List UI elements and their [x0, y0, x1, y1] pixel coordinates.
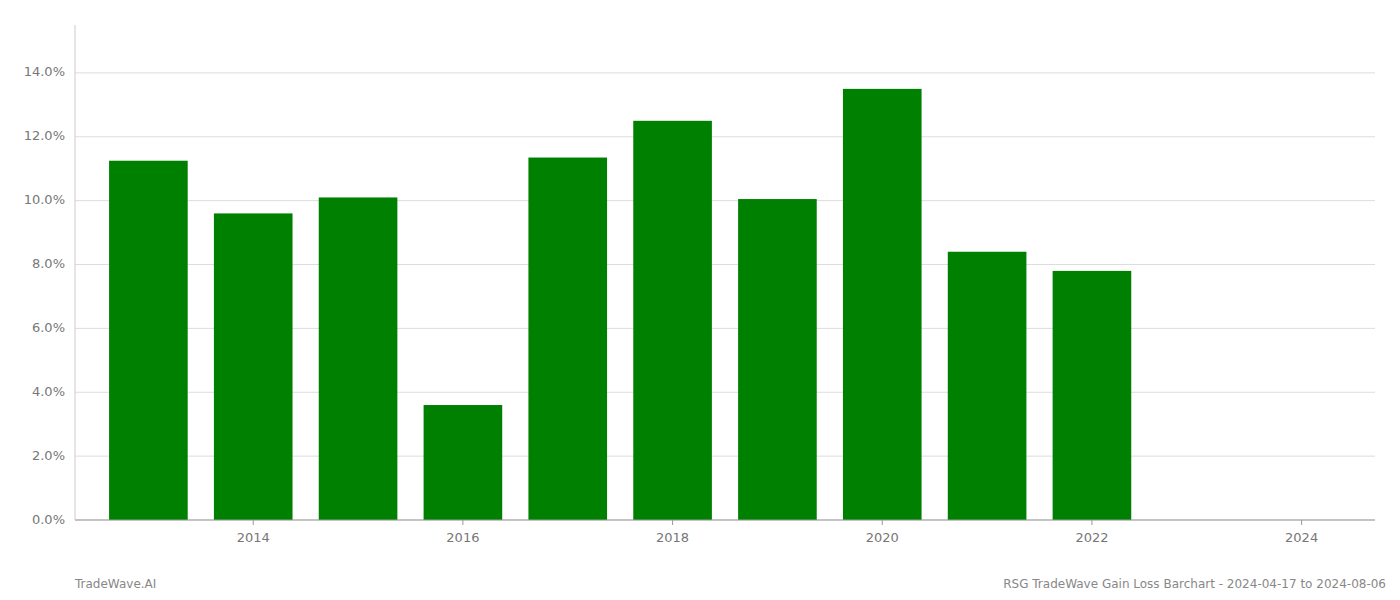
- chart-container: 0.0%2.0%4.0%6.0%8.0%10.0%12.0%14.0%20142…: [0, 0, 1400, 600]
- x-tick: [882, 520, 883, 525]
- y-tick-label: 0.0%: [32, 512, 65, 527]
- y-tick-label: 8.0%: [32, 256, 65, 271]
- bar: [214, 213, 293, 520]
- bar: [528, 158, 607, 520]
- bars: [109, 89, 1131, 520]
- footer: TradeWave.AI RSG TradeWave Gain Loss Barc…: [74, 577, 1386, 591]
- bar: [319, 197, 398, 520]
- bar: [109, 161, 188, 520]
- x-tick: [462, 520, 463, 525]
- axes: [75, 25, 1375, 520]
- y-grid: [75, 73, 1375, 520]
- x-tick-label: 2016: [446, 530, 479, 545]
- y-axis-line: [75, 25, 76, 520]
- bar: [633, 121, 712, 520]
- x-tick: [253, 520, 254, 525]
- x-tick-label: 2020: [866, 530, 899, 545]
- x-tick-label: 2014: [237, 530, 270, 545]
- bar: [948, 252, 1027, 520]
- x-tick-label: 2018: [656, 530, 689, 545]
- grid-line: [75, 520, 1375, 521]
- grid-line: [75, 200, 1375, 201]
- bar: [843, 89, 922, 520]
- x-tick: [672, 520, 673, 525]
- x-tick: [1301, 520, 1302, 525]
- grid-line: [75, 136, 1375, 137]
- y-tick-labels: 0.0% 2.0% 4.0% 6.0% 8.0% 10.0% 12.0% 14.0%: [24, 64, 65, 526]
- y-tick-label: 2.0%: [32, 448, 65, 463]
- x-tick-label: 2024: [1285, 530, 1318, 545]
- x-tick-label: 2022: [1075, 530, 1108, 545]
- bar: [738, 199, 817, 520]
- grid-line: [75, 72, 1375, 73]
- x-axis-line: [75, 520, 1375, 521]
- y-tick-label: 14.0%: [24, 64, 65, 79]
- footer-right: RSG TradeWave Gain Loss Barchart - 2024-…: [1003, 577, 1386, 591]
- bar: [1053, 271, 1132, 520]
- y-tick-label: 10.0%: [24, 192, 65, 207]
- x-ticks: 2014 2016 2018 2020 2022 2024: [237, 520, 1318, 545]
- bar: [424, 405, 503, 520]
- y-tick-label: 6.0%: [32, 320, 65, 335]
- chart-svg: 0.0%2.0%4.0%6.0%8.0%10.0%12.0%14.0%20142…: [0, 0, 1400, 600]
- footer-left: TradeWave.AI: [74, 577, 156, 591]
- y-tick-label: 4.0%: [32, 384, 65, 399]
- y-tick-label: 12.0%: [24, 128, 65, 143]
- x-tick: [1091, 520, 1092, 525]
